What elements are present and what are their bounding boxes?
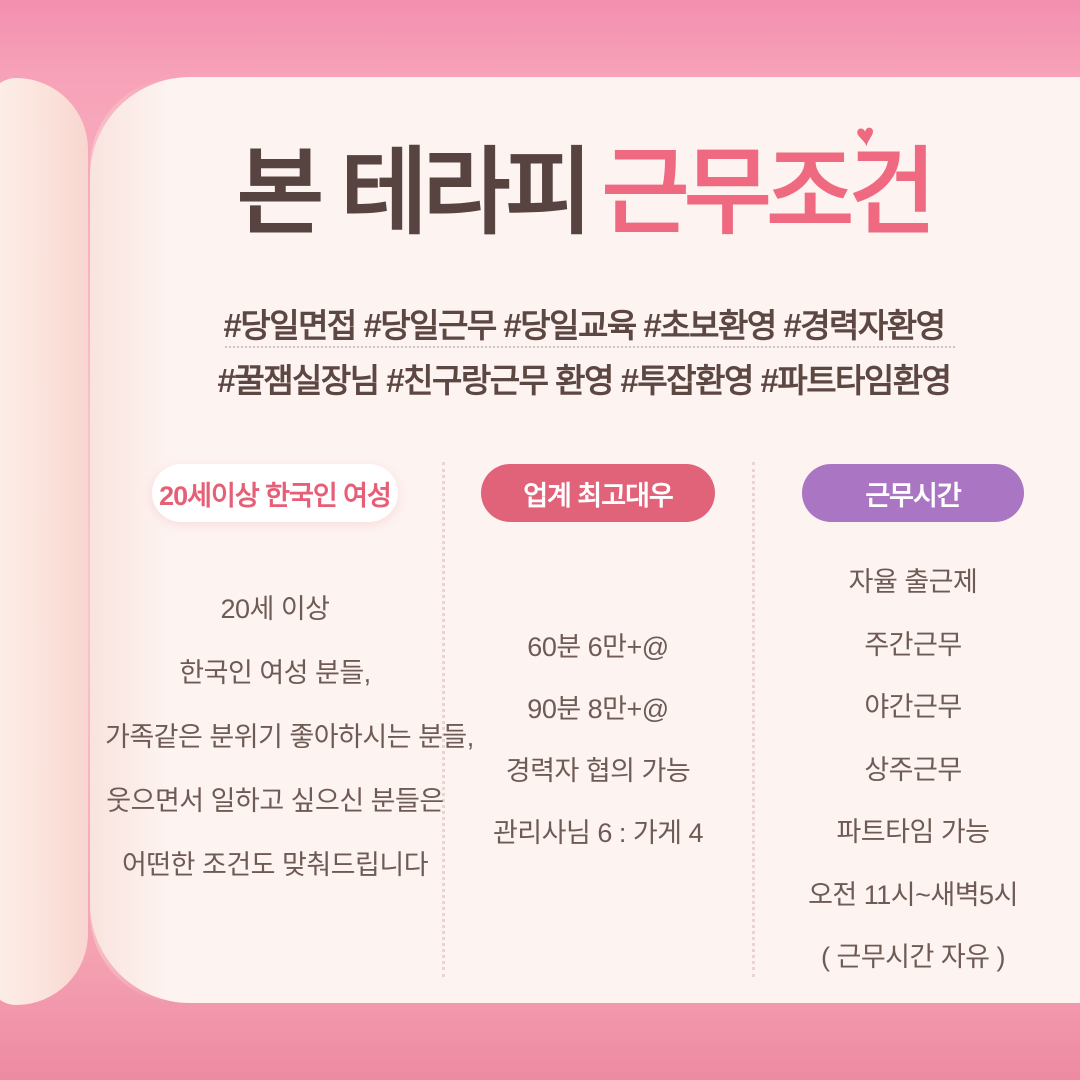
list-item: 오전 11시~새벽5시 — [808, 879, 1018, 910]
list-item: 주간근무 — [864, 629, 962, 660]
badge-hours: 근무시간 — [802, 464, 1024, 522]
pay-lines: 60분 6만+@ 90분 8만+@ 경력자 협의 가능 관리사님 6 : 가게 … — [453, 616, 743, 864]
column-pay: 업계 최고대우 60분 6만+@ 90분 8만+@ 경력자 협의 가능 관리사님… — [453, 464, 743, 864]
list-item: 90분 8만+@ — [527, 694, 669, 724]
list-item: 상주근무 — [864, 754, 962, 785]
list-item: 자율 출근제 — [848, 567, 978, 597]
page-title: 본 테라피 근무조건 — [88, 138, 1080, 248]
list-item: 웃으면서 일하고 싶으신 분들은 — [106, 786, 444, 816]
badge-eligibility: 20세이상 한국인 여성 — [152, 464, 398, 522]
list-item: 야간근무 — [864, 692, 962, 722]
list-item: 경력자 협의 가능 — [505, 756, 691, 786]
badge-pay: 업계 최고대우 — [481, 464, 715, 522]
eligibility-lines: 20세 이상 한국인 여성 분들, 가족같은 분위기 좋아하시는 분들, 웃으면… — [105, 577, 474, 897]
hours-lines: 자율 출근제 주간근무 야간근무 상주근무 파트타임 가능 오전 11시~새벽5… — [763, 551, 1063, 989]
title-highlight: 근무조건 — [601, 140, 937, 246]
dotted-divider — [225, 346, 955, 348]
page-spine-shading — [90, 77, 180, 1003]
list-item: 관리사님 6 : 가게 4 — [492, 818, 704, 848]
hashtag-line-2: #꿀잼실장님 #친구랑근무 환영 #투잡환영 #파트타임환영 — [217, 362, 952, 399]
hashtag-line-1: #당일면접 #당일근무 #당일교육 #초보환영 #경력자환영 — [223, 307, 947, 344]
list-item: 어떤한 조건도 맞춰드립니다 — [121, 850, 429, 880]
list-item: ( 근무시간 자유 ) — [820, 942, 1006, 972]
column-separator-1 — [442, 462, 445, 977]
title-prefix: 본 테라피 — [236, 140, 593, 246]
column-eligibility: 20세이상 한국인 여성 20세 이상 한국인 여성 분들, 가족같은 분위기 … — [105, 464, 474, 897]
list-item: 한국인 여성 분들, — [179, 658, 371, 688]
book-left-page — [0, 78, 88, 1005]
list-item: 20세 이상 — [220, 594, 330, 624]
column-separator-2 — [752, 462, 755, 977]
heart-icon: ♥ — [854, 116, 877, 154]
list-item: 파트타임 가능 — [836, 817, 990, 847]
list-item: 가족같은 분위기 좋아하시는 분들, — [105, 722, 474, 752]
book-right-page — [90, 77, 1080, 1003]
column-hours: 근무시간 자율 출근제 주간근무 야간근무 상주근무 파트타임 가능 오전 11… — [763, 464, 1063, 989]
list-item: 60분 6만+@ — [527, 632, 669, 662]
